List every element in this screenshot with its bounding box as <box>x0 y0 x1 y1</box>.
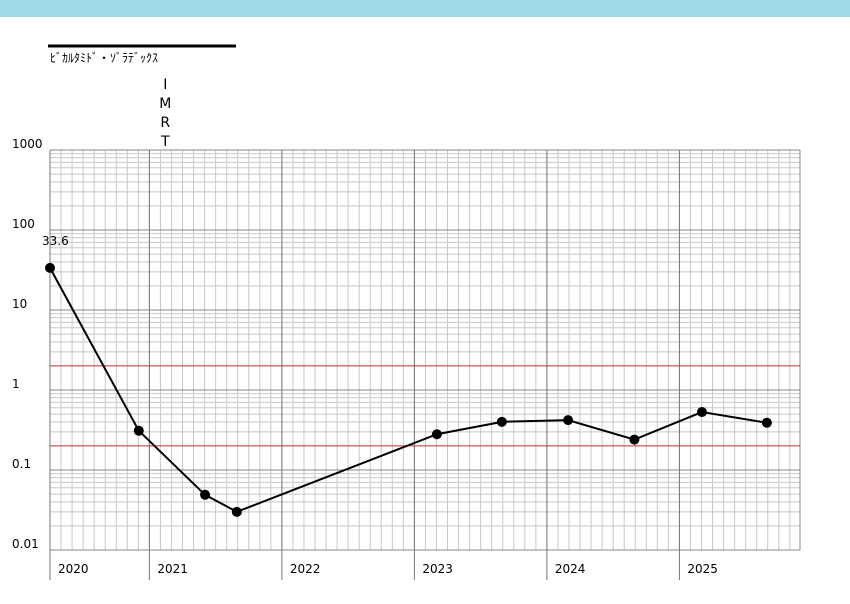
data-point <box>563 415 574 426</box>
data-label: 33.6 <box>42 234 69 248</box>
x-tick-label: 2024 <box>555 562 586 576</box>
x-tick-label: 2022 <box>290 562 321 576</box>
y-tick-label: 1000 <box>12 137 43 151</box>
top-bar <box>0 0 850 17</box>
y-tick-label: 1 <box>12 377 20 391</box>
data-point <box>629 434 640 445</box>
y-tick-label: 0.1 <box>12 457 31 471</box>
data-point <box>761 417 772 428</box>
x-tick-label: 2023 <box>422 562 453 576</box>
data-point <box>496 416 507 427</box>
y-tick-label: 100 <box>12 217 35 231</box>
data-point <box>231 506 242 517</box>
x-tick-label: 2020 <box>58 562 89 576</box>
data-point <box>200 489 211 500</box>
data-point <box>133 425 144 436</box>
x-tick-label: 2021 <box>157 562 188 576</box>
data-point <box>45 262 55 273</box>
data-point <box>696 407 707 418</box>
data-point <box>431 429 442 440</box>
series-line <box>49 267 768 513</box>
y-tick-label: 0.01 <box>12 537 39 551</box>
x-tick-label: 2025 <box>687 562 718 576</box>
y-tick-label: 10 <box>12 297 27 311</box>
chart-title: ﾋﾞｶﾙﾀﾐﾄﾞ・ｿﾞﾗﾃﾞｯｸｽ <box>50 51 158 65</box>
